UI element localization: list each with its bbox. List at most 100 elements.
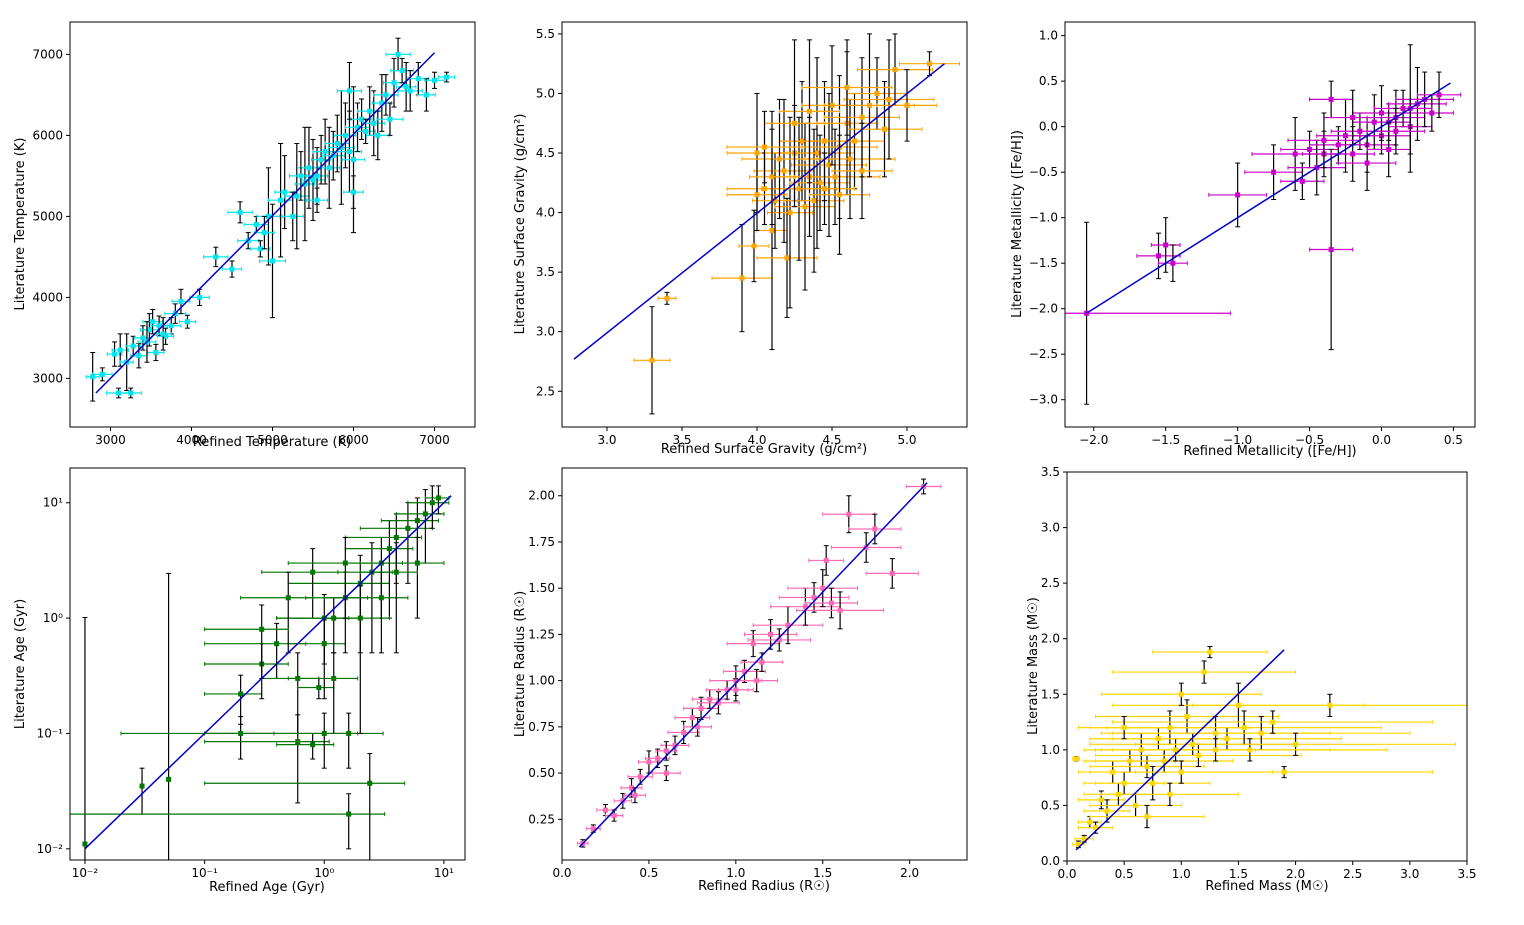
point-marker <box>859 114 865 120</box>
data-point <box>1095 749 1234 773</box>
data-point <box>697 691 740 715</box>
point-marker <box>787 210 793 216</box>
y-axis-ticks: −3.0 −2.5 −2.0 −1.5 −1.0 −0.5 0.0 0.5 1.0 <box>1029 29 1065 407</box>
x-tick-label: 7000 <box>419 433 450 447</box>
data-point <box>770 587 841 626</box>
point-marker <box>278 197 284 203</box>
point-marker <box>387 116 393 122</box>
point-marker <box>769 227 775 233</box>
plot-frame <box>1064 21 1476 428</box>
data-point <box>166 572 172 861</box>
data-point <box>203 246 229 268</box>
point-marker <box>1364 160 1370 166</box>
point-marker <box>261 230 267 236</box>
panel-mass: 0.0 0.5 1.0 1.5 2.0 2.5 3.0 3.5 0.0 0.5 1.0 1.5 2.0… <box>1026 465 1477 894</box>
data-point <box>376 102 404 136</box>
data-point <box>596 804 615 817</box>
data-point <box>691 689 728 709</box>
x-tick-label: 1.5 <box>1229 867 1248 881</box>
point-marker <box>754 678 760 684</box>
data-points-layer <box>69 485 450 861</box>
point-marker <box>1270 719 1276 725</box>
y-tick-label: 0.75 <box>528 720 555 734</box>
point-marker <box>1098 797 1104 803</box>
y-tick-label: 2.5 <box>1041 576 1060 590</box>
y-axis-label: Literature Age (Gyr) <box>13 599 28 729</box>
plot-frame <box>561 467 968 861</box>
fit-line <box>95 52 436 394</box>
data-point <box>204 714 330 804</box>
y-tick-label: −2.0 <box>1029 302 1058 316</box>
data-point <box>120 716 275 760</box>
point-marker <box>590 826 596 832</box>
x-axis-ticks: −2.0 −1.5 −1.0 −0.5 0.0 0.5 <box>1079 427 1463 447</box>
data-point <box>1074 834 1094 843</box>
y-tick-label: 2.00 <box>528 489 555 503</box>
point-marker <box>772 198 778 204</box>
point-marker <box>874 90 880 96</box>
y-tick-label: 3.5 <box>536 265 555 279</box>
point-marker <box>742 668 748 674</box>
point-marker <box>282 189 288 195</box>
point-marker <box>754 150 760 156</box>
x-tick-label: −0.5 <box>1295 433 1324 447</box>
point-marker <box>285 595 291 601</box>
point-marker <box>1213 747 1219 753</box>
point-marker <box>859 168 865 174</box>
point-marker <box>1350 115 1356 121</box>
data-point <box>1152 645 1268 659</box>
point-marker <box>785 622 791 628</box>
panel-age: 10⁻² 10⁻¹ 10⁰ 10¹ 10⁻² 10⁻¹ 10⁰ 10¹ Refined Ag… <box>13 467 466 895</box>
point-marker <box>1156 253 1162 259</box>
y-tick-label: 0.0 <box>1039 120 1058 134</box>
data-point <box>1158 244 1188 282</box>
data-point <box>204 643 289 700</box>
point-marker <box>298 173 304 179</box>
point-marker <box>739 275 745 281</box>
x-tick-label: 1.0 <box>1172 867 1191 881</box>
point-marker <box>128 390 134 396</box>
point-marker <box>1073 756 1079 762</box>
point-marker <box>759 659 765 665</box>
x-tick-label: 3.5 <box>672 433 691 447</box>
data-point <box>359 502 433 584</box>
data-point <box>92 367 113 382</box>
data-point <box>111 333 129 367</box>
fit-line <box>573 63 945 360</box>
point-marker <box>1293 741 1299 747</box>
point-marker <box>1075 841 1081 847</box>
y-tick-label: 4.5 <box>536 146 555 160</box>
fit-line <box>1086 82 1451 314</box>
data-point <box>256 167 281 266</box>
point-marker <box>1167 791 1173 797</box>
point-marker <box>852 138 857 144</box>
data-point <box>726 110 803 184</box>
point-marker <box>1184 714 1190 720</box>
x-axis-ticks: 3.0 3.5 4.0 4.5 5.0 <box>597 427 917 447</box>
data-point <box>627 768 653 785</box>
data-point <box>287 536 373 619</box>
data-point <box>1083 799 1131 823</box>
point-marker <box>1393 128 1399 134</box>
data-point <box>822 495 876 534</box>
point-marker <box>1163 242 1169 248</box>
data-point <box>741 98 818 220</box>
x-tick-label: 0.0 <box>552 866 571 880</box>
point-marker <box>781 168 787 174</box>
y-tick-label: 1.50 <box>528 581 555 595</box>
point-marker <box>1281 769 1287 775</box>
point-marker <box>146 327 152 333</box>
data-point <box>767 116 813 309</box>
point-marker <box>1378 110 1384 116</box>
point-marker <box>817 180 823 186</box>
point-marker <box>399 68 405 74</box>
point-marker <box>1292 151 1298 157</box>
x-axis-ticks: 10⁻² 10⁻¹ 10⁰ 10¹ <box>72 860 454 880</box>
data-point <box>738 209 770 283</box>
x-tick-label: 3.0 <box>597 433 616 447</box>
y-tick-label: 1.0 <box>1041 743 1060 757</box>
point-marker <box>156 323 162 329</box>
point-marker <box>357 615 363 621</box>
point-marker <box>649 357 655 363</box>
data-point <box>281 191 304 242</box>
